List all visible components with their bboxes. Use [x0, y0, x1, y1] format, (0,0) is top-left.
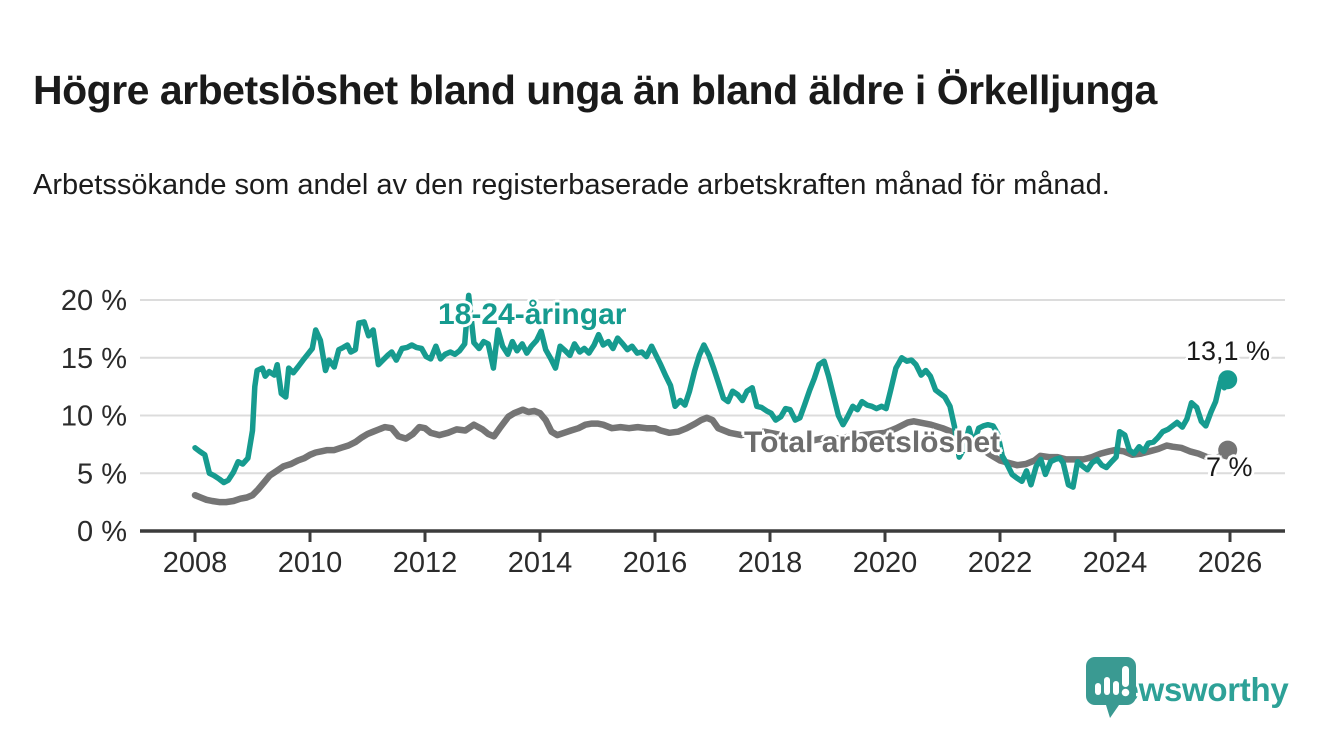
newsworthy-logo: Newsworthy: [1085, 656, 1289, 724]
svg-text:2016: 2016: [623, 547, 688, 579]
series-label-total: Total arbetslöshet: [744, 426, 1001, 459]
svg-text:2012: 2012: [393, 547, 458, 579]
svg-text:2024: 2024: [1083, 547, 1148, 579]
svg-text:15 %: 15 %: [61, 343, 127, 375]
svg-text:2018: 2018: [738, 547, 803, 579]
page-title: Högre arbetslöshet bland unga än bland ä…: [33, 67, 1157, 114]
page-subtitle: Arbetssökande som andel av den registerb…: [33, 169, 1110, 201]
svg-text:2020: 2020: [853, 547, 918, 579]
svg-text:10 %: 10 %: [61, 401, 127, 433]
svg-text:0 %: 0 %: [77, 516, 127, 548]
svg-text:5 %: 5 %: [77, 458, 127, 490]
svg-text:2008: 2008: [163, 547, 228, 579]
svg-text:2014: 2014: [508, 547, 573, 579]
speech-bubble-bar-chart-icon: [1086, 657, 1136, 718]
svg-text:2022: 2022: [968, 547, 1033, 579]
svg-text:20 %: 20 %: [61, 285, 127, 317]
end-value-label-young: 13,1 %: [1186, 336, 1271, 366]
end-value-label-total: 7 %: [1206, 452, 1253, 482]
series-label-young: 18-24-åringar: [438, 298, 627, 331]
svg-text:2010: 2010: [278, 547, 343, 579]
svg-text:2026: 2026: [1198, 547, 1263, 579]
